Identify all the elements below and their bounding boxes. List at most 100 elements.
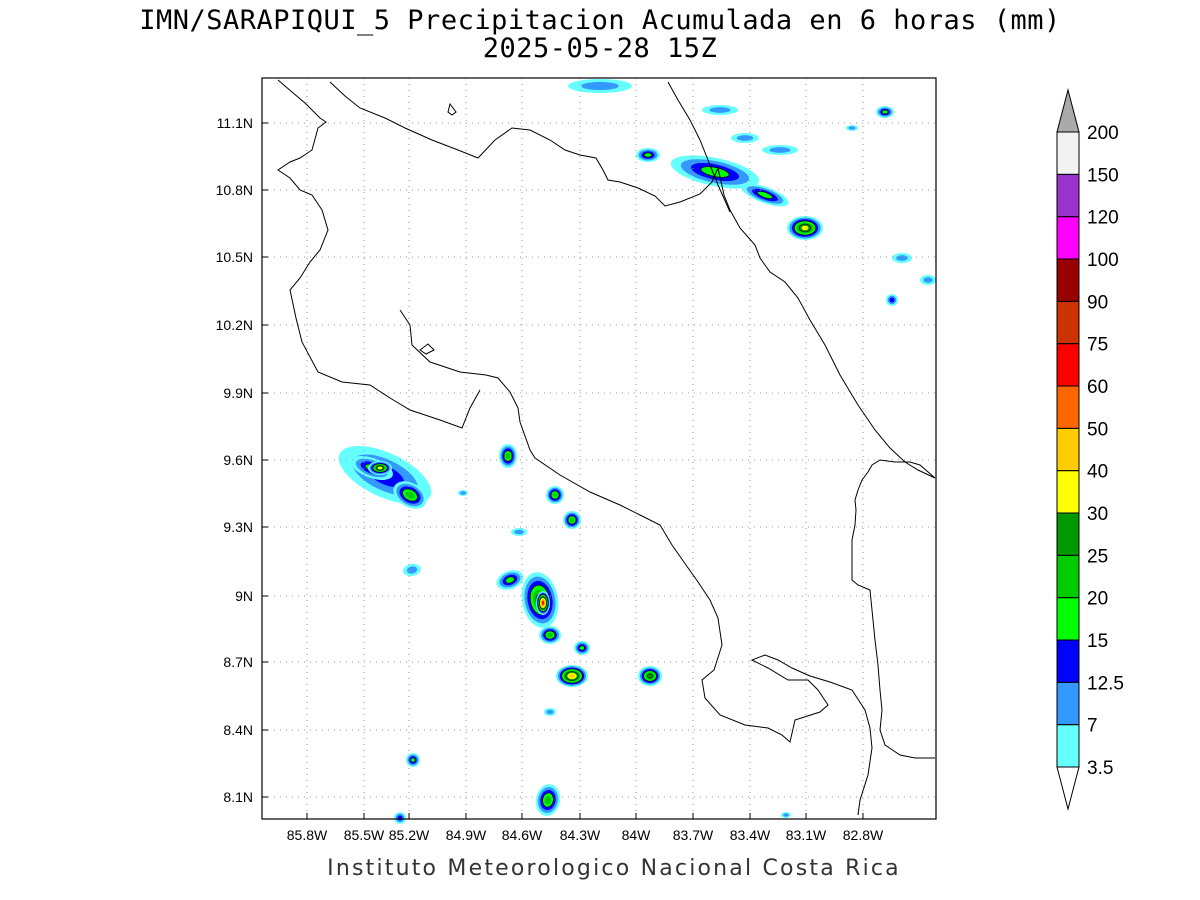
precip-contour [544,795,552,805]
lon-tick-label: 84.9W [446,827,487,843]
precip-contour [647,673,653,679]
precip-contour [769,147,791,153]
precip-contour [643,152,653,158]
lon-tick-label: 85.8W [287,827,328,843]
colorbar-swatch [1056,512,1080,556]
precip-contour [801,225,809,231]
precip-contour [542,601,544,605]
precipitation-field [338,79,936,824]
precip-contour [889,297,895,303]
precip-contour [405,491,415,499]
precip-contour [896,255,908,261]
precip-contour [569,517,575,523]
border-panama [851,459,936,759]
precip-contour [397,815,403,821]
lon-tick-label: 84.6W [502,827,543,843]
colorbar-label: 15 [1087,631,1108,652]
precip-contour [505,452,511,460]
lon-tick-label: 85.5W [344,827,385,843]
lat-tick-label: 8.1N [223,789,253,805]
precip-contour [783,813,789,817]
colorbar-swatch [1056,216,1080,260]
colorbar-swatch [1056,639,1080,683]
colorbar-swatch [1056,343,1080,387]
precip-contour [410,757,416,763]
colorbar-swatch [1056,258,1080,302]
map-frame [261,77,937,820]
precip-contour [709,107,731,113]
precip-contour [881,109,889,115]
colorbar-label: 75 [1087,335,1108,356]
colorbar-label: 20 [1087,589,1108,610]
colorbar-label: 25 [1087,546,1108,567]
colorbar-label: 7 [1087,716,1098,737]
colorbar-label: 50 [1087,419,1108,440]
colorbar-label: 60 [1087,377,1108,398]
lat-tick-label: 8.7N [223,654,253,670]
lon-tick-label: 82.8W [843,827,884,843]
colorbar-swatch [1056,554,1080,599]
map-valid-time: 2025-05-28 15Z [482,33,718,64]
lon-tick-label: 83.1W [786,827,827,843]
precip-contour [547,632,553,638]
precip-contour [757,191,773,199]
colorbar-max-arrow [1056,88,1080,133]
map-title: IMN/SARAPIQUI_5 Precipitacion Acumulada … [139,5,1061,36]
island-nicoya [419,343,435,355]
precip-contour [377,466,383,470]
coastline-north [277,79,481,429]
precip-contour [923,277,933,283]
axis-ticks: 85.8W 85.5W 85.2W 84.9W 84.6W 84.3W 84W 83.7W 83… [216,115,884,843]
precip-contour [505,576,515,584]
colorbar-label: 100 [1087,250,1119,271]
lat-tick-label: 10.8N [216,182,253,198]
colorbar-label: 120 [1087,208,1119,229]
border-nicaragua [667,81,731,213]
colorbar-swatch [1056,597,1080,641]
precip-contour [552,492,558,498]
colorbar-swatch [1056,131,1080,175]
precip-contour [460,491,466,495]
colorbar-label: 150 [1087,165,1119,186]
colorbar-swatch [1056,173,1080,218]
precip-contour [848,126,856,130]
colorbar-swatch [1056,681,1080,726]
lat-tick-label: 9.6N [223,452,253,468]
precip-contour [581,81,619,91]
coastline [277,79,936,816]
lon-tick-label: 85.2W [389,827,430,843]
precip-contour [569,674,575,678]
colorbar-label: 3.5 [1087,758,1113,779]
precip-contour [736,135,754,141]
colorbar-swatch [1056,470,1080,514]
lat-tick-label: 11.1N [217,115,253,131]
colorbar-label: 30 [1087,504,1108,525]
colorbar-swatch [1056,300,1080,345]
precip-contour [514,529,524,535]
lat-tick-label: 10.2N [216,317,253,333]
lat-tick-label: 9.9N [223,385,253,401]
colorbar-swatch [1056,724,1080,768]
lat-tick-label: 8.4N [223,722,253,738]
colorbar-min-arrow [1056,766,1080,811]
colorbar: 3.5 7 12.5 15 20 25 30 40 50 60 75 90 100 120 150 200 [1056,88,1124,811]
map-grid [262,78,936,819]
lon-tick-label: 84W [622,827,652,843]
lat-tick-label: 9N [235,588,253,604]
lat-tick-label: 10.5N [216,249,253,265]
colorbar-label: 12.5 [1087,673,1124,694]
colorbar-label: 200 [1087,123,1119,144]
colorbar-label: 40 [1087,462,1108,483]
coastline-north-lake [329,81,936,479]
colorbar-label: 90 [1087,292,1108,313]
island-small [447,102,457,116]
lat-tick-label: 9.3N [223,519,253,535]
lon-tick-label: 83.7W [673,827,714,843]
lon-tick-label: 83.4W [730,827,771,843]
lon-tick-label: 84.3W [560,827,601,843]
precip-contour [406,566,418,574]
colorbar-swatch [1056,385,1080,429]
colorbar-swatch [1056,427,1080,472]
precip-contour [546,709,554,715]
